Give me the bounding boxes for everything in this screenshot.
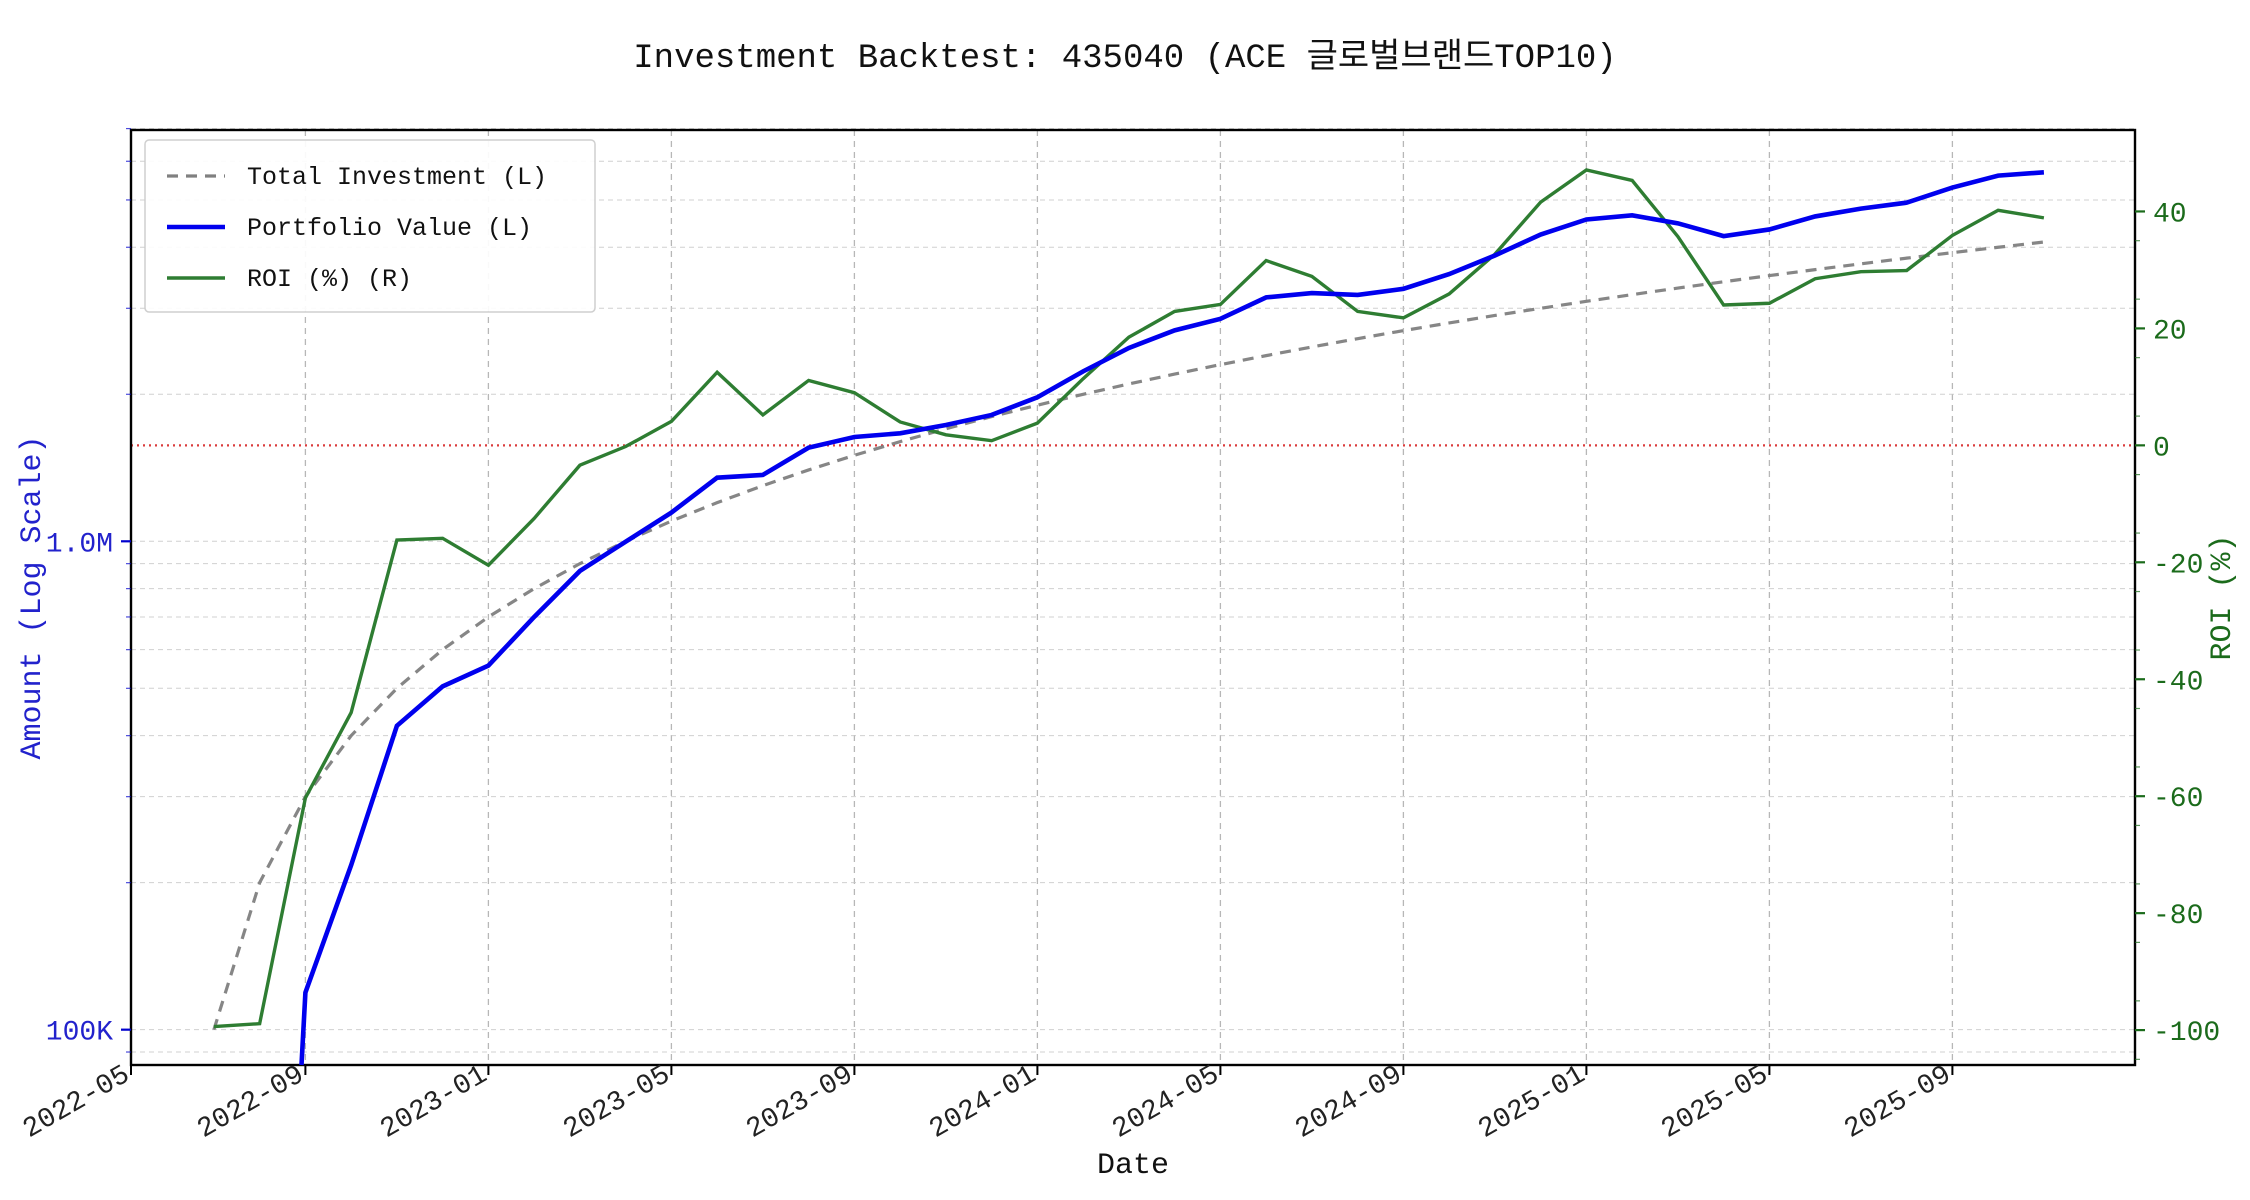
svg-text:Total Investment (L): Total Investment (L): [247, 163, 547, 192]
svg-text:-80: -80: [2153, 901, 2203, 932]
svg-text:40: 40: [2153, 199, 2187, 230]
svg-text:Amount (Log Scale): Amount (Log Scale): [16, 435, 50, 759]
svg-text:-40: -40: [2153, 667, 2203, 698]
svg-text:0: 0: [2153, 433, 2170, 464]
svg-text:ROI (%) (R): ROI (%) (R): [247, 265, 412, 294]
svg-text:-20: -20: [2153, 550, 2203, 581]
svg-text:-100: -100: [2153, 1018, 2220, 1049]
svg-text:1.0M: 1.0M: [46, 529, 113, 560]
svg-text:100K: 100K: [46, 1018, 113, 1049]
svg-text:-60: -60: [2153, 784, 2203, 815]
svg-text:Portfolio Value (L): Portfolio Value (L): [247, 214, 532, 243]
svg-text:20: 20: [2153, 316, 2187, 347]
svg-text:Date: Date: [1097, 1149, 1169, 1183]
svg-text:ROI (%): ROI (%): [2206, 534, 2240, 660]
